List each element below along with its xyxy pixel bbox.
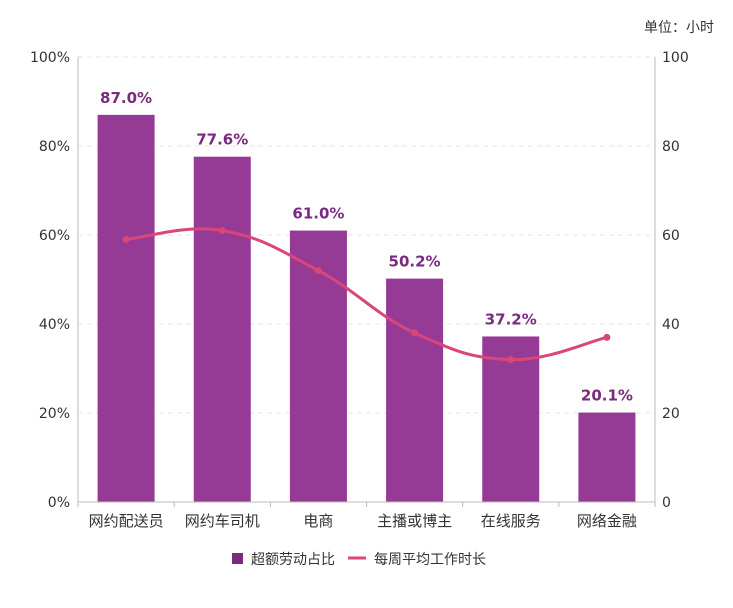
legend-label-bars: 超额劳动占比 (251, 552, 335, 568)
left-tick-label: 60% (39, 228, 70, 244)
bar (289, 230, 347, 503)
right-tick-label: 40 (662, 317, 680, 333)
x-category-label: 网络金融 (577, 512, 637, 530)
gridlines (78, 56, 655, 414)
bar-data-label: 50.2% (389, 253, 441, 271)
right-axis-unit-label: 单位：小时 (644, 20, 714, 36)
line-point (314, 267, 322, 275)
bar-data-label: 37.2% (485, 310, 537, 328)
x-category-label: 主播或博主 (377, 512, 452, 530)
left-tick-label: 80% (39, 139, 70, 155)
right-tick-label: 20 (662, 406, 680, 422)
x-category-label: 电商 (303, 512, 333, 530)
left-tick-label: 0% (48, 495, 70, 511)
line-point (218, 227, 226, 235)
line-path (124, 227, 609, 362)
bar (482, 336, 540, 502)
x-category-label: 在线服务 (481, 512, 541, 530)
right-tick-label: 80 (662, 139, 680, 155)
bar (97, 114, 155, 502)
bar-data-label: 61.0% (292, 205, 344, 223)
line-point (122, 235, 130, 243)
right-tick-label: 100 (662, 50, 689, 66)
x-category-label: 网约配送员 (89, 512, 164, 530)
left-tick-label: 100% (30, 50, 70, 66)
left-tick-label: 20% (39, 406, 70, 422)
left-tick-label: 40% (39, 317, 70, 333)
right-axis: 0 20 40 60 80 100 (654, 50, 689, 511)
right-tick-label: 0 (662, 495, 671, 511)
legend-label-line: 每周平均工作时长 (374, 552, 486, 568)
legend: 超额劳动占比 每周平均工作时长 (232, 552, 486, 568)
right-tick-label: 60 (662, 228, 680, 244)
x-category-label: 网约车司机 (185, 512, 260, 530)
line-series (122, 227, 611, 364)
line-point (603, 333, 611, 341)
bar-data-label: 87.0% (100, 89, 152, 107)
line-point (411, 329, 419, 337)
bar (193, 156, 251, 502)
x-axis: 网约配送员 网约车司机 电商 主播或博主 在线服务 网络金融 (77, 501, 656, 530)
left-axis: 0% 20% 40% 60% 80% 100% (30, 50, 79, 511)
bar (386, 278, 444, 502)
bar-data-label: 20.1% (581, 387, 633, 405)
legend-swatch-bars (232, 553, 243, 564)
bar-data-label: 77.6% (196, 131, 248, 149)
bars: 87.0% 77.6% 61.0% 50.2% 37.2% 20.1% (97, 89, 636, 503)
bar (578, 412, 636, 502)
line-point (507, 356, 515, 364)
